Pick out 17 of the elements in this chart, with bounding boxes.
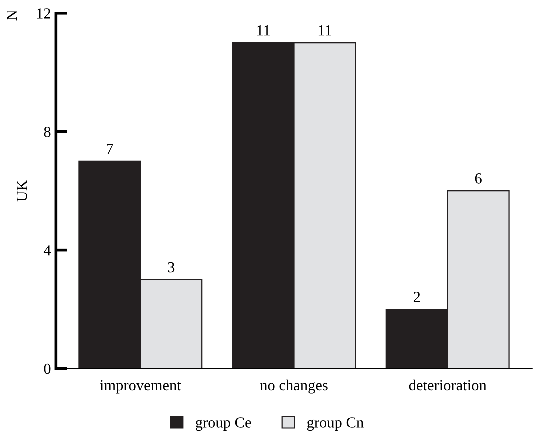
y-axis-title: UK bbox=[17, 180, 28, 202]
legend-label: group Cn bbox=[307, 418, 364, 432]
text: N bbox=[7, 10, 18, 21]
legend-label: group Ce bbox=[196, 418, 252, 432]
data-label: 6 bbox=[475, 174, 482, 184]
y-tick-label: 4 bbox=[44, 246, 52, 256]
data-label: 11 bbox=[318, 26, 332, 36]
x-tick-label: no changes bbox=[260, 380, 328, 394]
x-tick-label: deterioration bbox=[409, 380, 487, 391]
data-label: 3 bbox=[168, 262, 175, 273]
x-tick-label: improvement bbox=[100, 380, 182, 394]
y-tick-label: 8 bbox=[44, 127, 51, 138]
y-tick-label: 0 bbox=[44, 364, 51, 374]
data-label: 2 bbox=[414, 292, 420, 302]
data-label: 11 bbox=[258, 26, 270, 36]
data-label: 7 bbox=[107, 144, 114, 154]
y-tick-label: 12 bbox=[37, 8, 50, 19]
